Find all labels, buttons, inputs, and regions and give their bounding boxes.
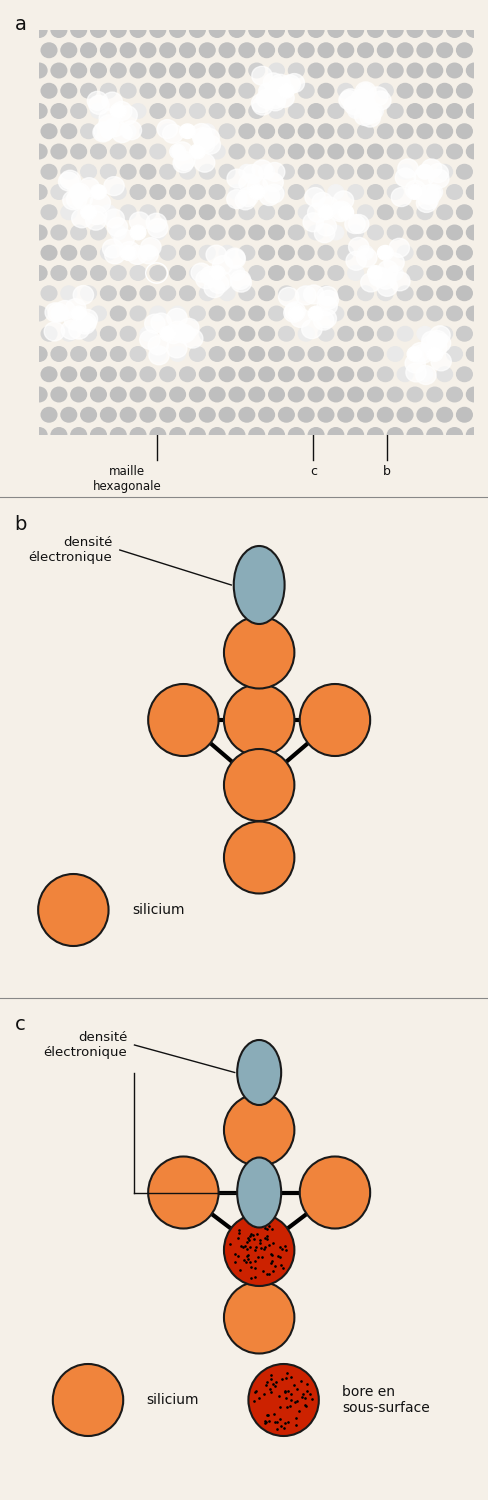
Circle shape [224,748,294,820]
Ellipse shape [237,1040,281,1106]
Text: a: a [15,15,26,34]
Text: c: c [15,1016,25,1034]
Circle shape [299,684,369,756]
Text: densité
électronique: densité électronique [29,536,112,564]
Circle shape [53,1364,123,1436]
Circle shape [148,684,218,756]
Text: b: b [15,514,27,534]
Text: c: c [309,465,316,478]
Circle shape [299,1156,369,1228]
Ellipse shape [237,1158,281,1227]
Text: maille
hexagonale: maille hexagonale [93,465,162,494]
Circle shape [224,1094,294,1166]
Text: silicium: silicium [132,903,184,916]
Text: b: b [383,465,390,478]
Text: silicium: silicium [146,1394,199,1407]
Circle shape [224,1281,294,1353]
Ellipse shape [233,546,284,624]
Circle shape [224,822,294,894]
Circle shape [224,616,294,688]
Text: bore en
sous-surface: bore en sous-surface [342,1384,429,1414]
Text: densité
électronique: densité électronique [43,1030,127,1059]
Circle shape [224,684,294,756]
Circle shape [248,1364,318,1436]
Circle shape [148,1156,218,1228]
Circle shape [38,874,108,946]
Circle shape [224,1214,294,1286]
